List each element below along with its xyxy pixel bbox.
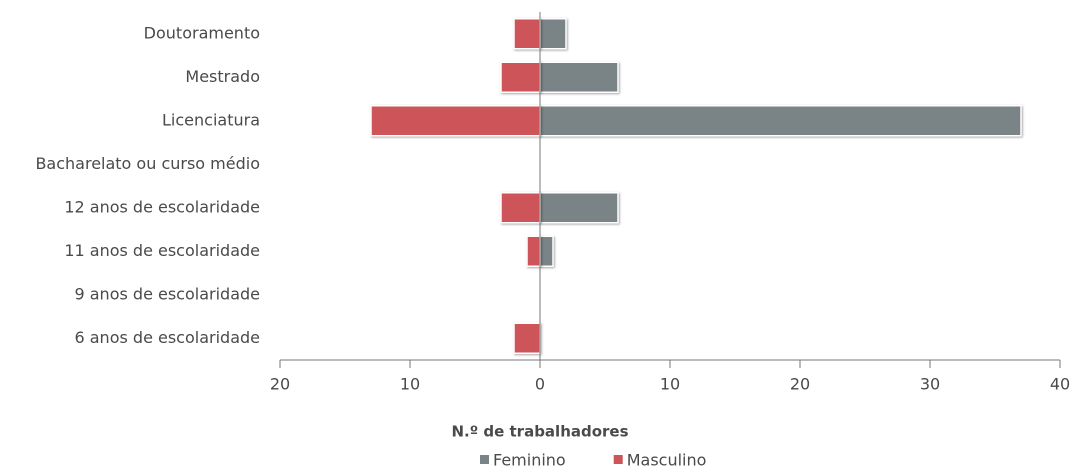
bar [539,192,619,224]
x-tick-label: 20 [270,375,290,394]
legend-swatch [480,455,489,464]
x-tick-label: 0 [535,375,545,394]
x-tick-label: 30 [920,375,940,394]
bar [526,235,541,267]
bar [500,192,541,224]
y-tick-label: Licenciatura [162,110,260,129]
x-tick-label: 10 [400,375,420,394]
y-tick-label: 6 anos de escolaridade [74,328,260,347]
legend-swatch [613,455,623,464]
y-tick-label: Mestrado [185,67,260,86]
bar [513,322,541,354]
y-tick-label: Doutoramento [144,23,260,42]
bar [539,235,554,267]
x-tick-label: 40 [1050,375,1070,394]
legend-label: Feminino [493,451,566,470]
bar [539,105,1022,137]
bar [500,61,541,93]
x-axis-title: N.º de trabalhadores [451,423,628,441]
legend-label: Masculino [627,451,707,470]
bar [513,18,541,50]
bar [370,105,541,137]
bar [539,18,567,50]
bar [539,61,619,93]
x-tick-label: 10 [660,375,680,394]
y-tick-label: Bacharelato ou curso médio [35,154,260,173]
y-tick-label: 9 anos de escolaridade [74,284,260,303]
y-tick-label: 11 anos de escolaridade [64,241,260,260]
x-tick-label: 20 [790,375,810,394]
y-tick-label: 12 anos de escolaridade [64,197,260,216]
